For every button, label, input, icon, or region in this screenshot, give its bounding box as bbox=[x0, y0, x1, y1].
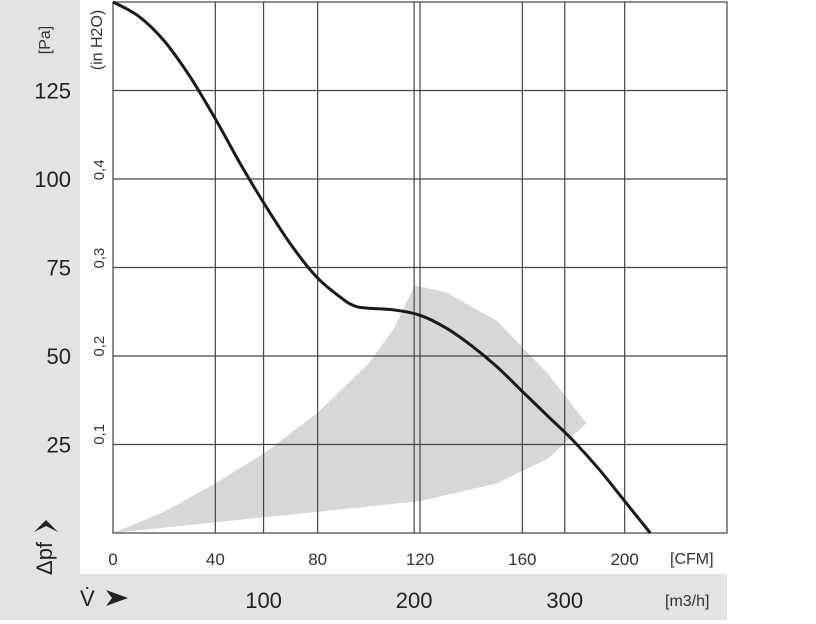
tick-label-m3h: 200 bbox=[396, 588, 433, 613]
tick-label-cfm: 0 bbox=[108, 550, 117, 569]
pressure-unit-pa: [Pa] bbox=[37, 26, 54, 54]
flow-unit-cfm: [CFM] bbox=[670, 551, 714, 568]
pressure-arrow-icon bbox=[34, 520, 58, 532]
flow-arrow-icon bbox=[106, 590, 128, 606]
tick-label-inh2o: 0,3 bbox=[91, 248, 108, 269]
tick-label-inh2o: 0,1 bbox=[91, 424, 108, 445]
tick-label-pa: 75 bbox=[47, 256, 71, 281]
pressure-unit-inh2o: (in H2O) bbox=[89, 10, 106, 70]
flow-unit-m3h: [m3/h] bbox=[665, 593, 709, 610]
flow-symbol: V̇ bbox=[80, 586, 95, 611]
tick-label-cfm: 160 bbox=[508, 550, 536, 569]
tick-label-cfm: 80 bbox=[308, 550, 327, 569]
tick-label-cfm: 120 bbox=[406, 550, 434, 569]
tick-label-pa: 50 bbox=[47, 344, 71, 369]
tick-label-pa: 100 bbox=[34, 167, 71, 192]
tick-label-pa: 25 bbox=[47, 433, 71, 458]
tick-label-cfm: 40 bbox=[206, 550, 225, 569]
tick-label-m3h: 300 bbox=[546, 588, 583, 613]
fan-curve-line bbox=[112, 0, 652, 534]
tick-label-inh2o: 0,4 bbox=[91, 159, 108, 180]
operating-region bbox=[113, 285, 587, 533]
tick-label-pa: 125 bbox=[34, 79, 71, 104]
pressure-symbol: Δpf bbox=[32, 541, 57, 575]
tick-label-cfm: 200 bbox=[610, 550, 638, 569]
tick-label-m3h: 100 bbox=[245, 588, 282, 613]
tick-label-inh2o: 0,2 bbox=[91, 336, 108, 357]
left-axis-band bbox=[0, 0, 80, 580]
